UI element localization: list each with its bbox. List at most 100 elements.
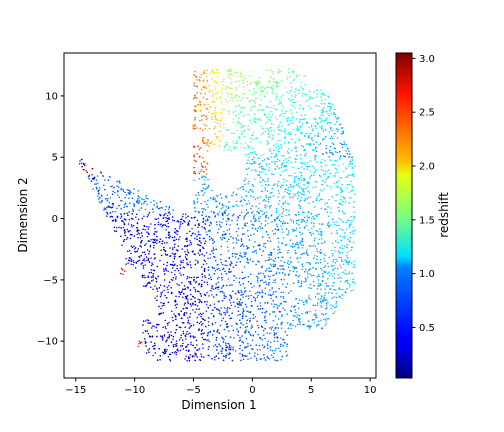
scatter-point [270, 251, 273, 254]
scatter-point [268, 270, 270, 272]
scatter-point [178, 227, 181, 229]
scatter-point [141, 274, 144, 277]
scatter-point [120, 213, 122, 215]
scatter-point [189, 335, 192, 337]
scatter-point [223, 355, 225, 357]
scatter-point [271, 70, 273, 73]
scatter-point [274, 265, 276, 268]
scatter-point [209, 229, 211, 232]
scatter-point [140, 232, 143, 234]
scatter-point [199, 298, 201, 301]
scatter-point [335, 194, 337, 197]
scatter-point [238, 303, 241, 305]
scatter-point [346, 288, 348, 290]
scatter-point [228, 228, 231, 231]
scatter-point [303, 193, 305, 196]
scatter-point [296, 241, 298, 244]
scatter-point [288, 193, 290, 195]
scatter-point [332, 153, 334, 156]
scatter-point [229, 317, 231, 320]
scatter-point [282, 297, 285, 299]
scatter-point [323, 318, 325, 320]
scatter-point [201, 328, 204, 331]
scatter-point [269, 313, 271, 315]
scatter-point [220, 261, 223, 264]
scatter-point [310, 234, 313, 236]
scatter-point [191, 232, 194, 235]
scatter-point [348, 272, 350, 275]
scatter-point [261, 339, 264, 341]
scatter-point [241, 211, 243, 214]
scatter-point [237, 227, 240, 230]
scatter-point [216, 308, 218, 310]
scatter-point [307, 186, 309, 188]
scatter-point [195, 339, 198, 342]
scatter-point [240, 110, 242, 112]
scatter-point [150, 280, 153, 282]
scatter-point [175, 295, 177, 298]
scatter-point [188, 220, 191, 222]
scatter-point [204, 116, 207, 118]
scatter-point [269, 358, 271, 360]
scatter-point [116, 227, 118, 229]
scatter-point [224, 312, 227, 314]
scatter-point [266, 190, 269, 193]
scatter-point [261, 184, 263, 187]
scatter-point [147, 275, 149, 277]
scatter-point [259, 119, 262, 121]
scatter-point [283, 222, 286, 225]
scatter-point [211, 287, 213, 290]
scatter-point [273, 340, 276, 342]
scatter-point [181, 215, 184, 218]
scatter-point [202, 183, 204, 186]
scatter-point [266, 127, 269, 130]
scatter-point [341, 297, 343, 300]
scatter-point [205, 303, 208, 306]
scatter-point [318, 238, 321, 241]
scatter-point [325, 312, 327, 315]
scatter-point [136, 227, 139, 229]
scatter-point [330, 272, 332, 275]
scatter-point [124, 202, 127, 205]
scatter-point [317, 243, 319, 245]
scatter-point [314, 135, 316, 137]
scatter-point [250, 121, 252, 124]
scatter-point [338, 180, 340, 182]
scatter-point [279, 345, 282, 348]
scatter-point [324, 135, 327, 138]
scatter-point [259, 225, 261, 228]
scatter-point [280, 302, 282, 305]
scatter-point [244, 222, 246, 225]
scatter-point [241, 97, 244, 99]
scatter-point [102, 174, 104, 177]
scatter-point [152, 273, 155, 275]
scatter-point [286, 222, 289, 224]
scatter-point [326, 306, 328, 309]
scatter-point [237, 216, 239, 218]
scatter-point [226, 143, 229, 146]
scatter-point [254, 352, 256, 354]
scatter-point [257, 82, 259, 85]
scatter-point [251, 93, 254, 96]
scatter-point [309, 196, 311, 198]
scatter-point [166, 264, 168, 267]
scatter-point [273, 129, 275, 132]
scatter-point [155, 280, 158, 283]
scatter-point [300, 157, 302, 160]
scatter-point [294, 266, 297, 269]
scatter-point [180, 334, 182, 337]
scatter-point [87, 175, 90, 178]
scatter-point [211, 101, 214, 103]
scatter-point [194, 224, 196, 227]
scatter-point [146, 226, 148, 228]
scatter-point [225, 272, 228, 275]
scatter-point [280, 291, 282, 294]
scatter-point [221, 337, 224, 340]
scatter-point [205, 98, 208, 101]
scatter-point [351, 158, 353, 161]
scatter-point [253, 160, 255, 163]
scatter-point [277, 147, 280, 150]
scatter-point [131, 213, 134, 215]
scatter-point [188, 276, 191, 279]
scatter-point [300, 166, 303, 168]
